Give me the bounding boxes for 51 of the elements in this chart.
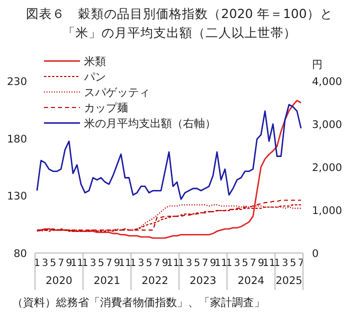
x-tick-label: 7 bbox=[106, 258, 112, 269]
text: 2021 bbox=[94, 275, 120, 287]
y-tick-label: 130 bbox=[6, 190, 27, 203]
x-tick-label: 11 bbox=[166, 258, 180, 269]
x-tick-label: 5 bbox=[146, 258, 152, 269]
x-tick-label: 5 bbox=[50, 258, 56, 269]
y-tick-label: 80 bbox=[14, 248, 27, 260]
x-tick-label: 7 bbox=[154, 258, 160, 269]
text: （資料）総務省「消費者物価指数」、「家計調査」 bbox=[12, 296, 265, 309]
legend-label: 米の月平均支出額（右軸） bbox=[84, 117, 216, 130]
x-tick-label: 5 bbox=[290, 258, 296, 269]
x-tick-label: 7 bbox=[202, 258, 208, 269]
text: 2024 bbox=[238, 275, 265, 287]
chart-subtitle: 「米」の月平均支出額（二人以上世帯） bbox=[62, 25, 296, 40]
x-tick-label: 5 bbox=[194, 258, 200, 269]
y2-tick-label: 0 bbox=[312, 248, 319, 260]
text: 2020 bbox=[46, 275, 72, 287]
legend-label: 米類 bbox=[84, 55, 106, 68]
x-tick-label: 5 bbox=[242, 258, 248, 269]
text: 2025 bbox=[276, 275, 302, 287]
x-tick-label: 7 bbox=[250, 258, 256, 269]
text: 2023 bbox=[190, 275, 216, 287]
chart-title: 図表６ 穀類の品目別価格指数（2020 年＝100）と bbox=[26, 6, 333, 21]
x-tick-label: 3 bbox=[234, 258, 240, 269]
legend-label: スパゲッティ bbox=[84, 86, 150, 99]
legend-label: カップ麺 bbox=[84, 102, 128, 114]
x-tick-label: 3 bbox=[186, 258, 192, 269]
y2-tick-label: 4,000 bbox=[312, 76, 342, 88]
x-tick-label: 7 bbox=[58, 258, 64, 269]
y2-tick-label: 3,000 bbox=[312, 119, 342, 131]
x-tick-label: 3 bbox=[282, 258, 288, 269]
x-tick-label: 9 bbox=[258, 258, 264, 269]
y-tick-label: 230 bbox=[6, 76, 27, 88]
y2-tick-label: 1,000 bbox=[312, 205, 342, 217]
x-tick-label: 3 bbox=[42, 258, 48, 269]
x-tick-label: 3 bbox=[90, 258, 96, 269]
y-tick-label: 180 bbox=[6, 133, 27, 146]
x-tick-label: 11 bbox=[118, 258, 132, 269]
x-tick-label: 5 bbox=[98, 258, 104, 269]
x-tick-label: 9 bbox=[210, 258, 216, 269]
x-tick-label: 9 bbox=[162, 258, 168, 269]
y2-tick-label: 2,000 bbox=[312, 162, 342, 174]
x-tick-label: 11 bbox=[262, 258, 276, 269]
x-tick-label: 11 bbox=[214, 258, 228, 269]
x-tick-label: 11 bbox=[70, 258, 84, 269]
text: 2022 bbox=[142, 275, 168, 287]
x-tick-label: 3 bbox=[138, 258, 144, 269]
legend-label: パン bbox=[83, 70, 106, 84]
x-tick-label: 9 bbox=[114, 258, 120, 269]
x-tick-label: 9 bbox=[66, 258, 72, 269]
y2-axis-title: 円 bbox=[312, 59, 323, 71]
